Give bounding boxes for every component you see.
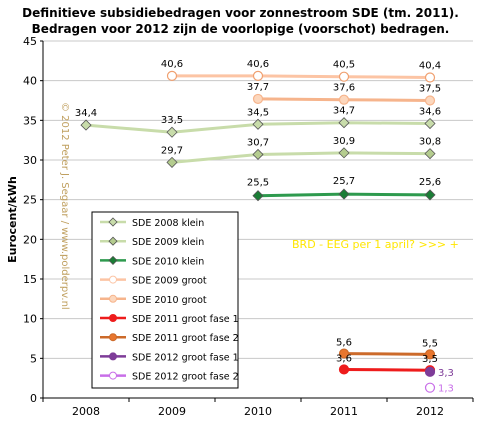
data-label: 37,5 — [419, 84, 441, 95]
y-tick-label: 25 — [23, 194, 37, 207]
series-line — [343, 352, 431, 356]
data-label: 37,7 — [247, 82, 269, 93]
data-label: 30,8 — [419, 137, 441, 148]
data-point — [338, 348, 350, 359]
x-tick-label: 2011 — [330, 405, 358, 418]
data-point — [338, 117, 350, 129]
chart-title: Definitieve subsidiebedragen voor zonnes… — [22, 6, 459, 20]
legend-swatch-marker — [109, 294, 117, 303]
legend-swatch-marker — [108, 255, 118, 265]
legend-swatch-marker — [108, 217, 118, 227]
data-label: 34,4 — [75, 108, 97, 119]
data-label: 25,5 — [247, 178, 269, 189]
data-point — [424, 95, 436, 106]
data-label: 40,6 — [247, 59, 269, 70]
legend-label: SDE 2012 groot fase 1 — [132, 352, 239, 363]
data-point — [166, 70, 178, 82]
watermark: © 2012 Peter J. Segaar / www.polderpv.nl — [59, 102, 70, 310]
data-point — [424, 117, 436, 130]
legend-label: SDE 2010 groot — [132, 295, 207, 306]
data-point — [252, 93, 264, 105]
data-label: 25,6 — [419, 177, 441, 188]
data-label: 3,3 — [438, 368, 454, 379]
data-label: 40,5 — [333, 60, 355, 71]
data-point — [80, 119, 92, 131]
legend-swatch-marker — [109, 371, 117, 380]
legend-label: SDE 2011 groot fase 1 — [132, 314, 239, 325]
legend-label: SDE 2010 klein — [132, 256, 204, 267]
series-line — [343, 367, 431, 372]
data-label: 34,6 — [419, 107, 441, 118]
data-point — [338, 188, 350, 200]
data-point — [424, 189, 436, 201]
data-point — [424, 148, 436, 160]
data-label: 29,7 — [161, 145, 183, 156]
data-point — [166, 156, 178, 168]
data-point — [424, 366, 436, 377]
legend-label: SDE 2008 klein — [132, 218, 204, 229]
data-label: 1,3 — [438, 384, 454, 395]
data-label: 3,6 — [336, 353, 352, 364]
y-tick-label: 40 — [23, 75, 37, 88]
data-point — [252, 118, 264, 130]
data-label: 5,5 — [422, 338, 438, 349]
data-label: 33,5 — [161, 115, 183, 126]
data-point — [252, 70, 264, 82]
legend-label: SDE 2009 klein — [132, 237, 204, 248]
y-tick-label: 5 — [30, 352, 37, 365]
chart-subtitle: Bedragen voor 2012 zijn de voorlopige (v… — [31, 22, 450, 36]
x-tick-label: 2012 — [416, 405, 444, 418]
legend-swatch-marker — [109, 352, 117, 361]
data-point — [424, 382, 436, 393]
y-tick-label: 30 — [23, 154, 37, 167]
legend-label: SDE 2011 groot fase 2 — [132, 333, 239, 344]
series-line — [172, 74, 431, 79]
x-tick-label: 2008 — [72, 405, 100, 418]
y-axis-label: Eurocent/kWh — [6, 176, 19, 263]
data-point — [166, 126, 178, 138]
x-tick-label: 2009 — [158, 405, 186, 418]
legend-swatch-marker — [109, 314, 117, 322]
data-label: 40,6 — [161, 59, 183, 70]
data-label: 3,5 — [422, 354, 438, 365]
legend-swatch-marker — [108, 236, 118, 246]
data-point — [338, 147, 350, 159]
y-tick-label: 15 — [23, 273, 37, 286]
y-tick-label: 35 — [23, 114, 37, 127]
data-label: 30,7 — [247, 137, 269, 148]
y-tick-label: 0 — [30, 392, 37, 405]
legend-label: SDE 2009 groot — [132, 276, 207, 287]
data-point — [252, 190, 264, 202]
data-point — [338, 94, 350, 105]
x-tick-label: 2010 — [244, 405, 272, 418]
data-label: 25,7 — [333, 176, 355, 187]
data-label: 40,4 — [419, 60, 441, 71]
legend-label: SDE 2012 groot fase 2 — [132, 372, 239, 383]
data-point — [252, 148, 264, 161]
y-tick-label: 45 — [23, 35, 37, 48]
series-line — [171, 151, 431, 164]
legend-swatch-marker — [109, 275, 117, 284]
data-point — [338, 71, 350, 82]
data-label: 5,6 — [336, 338, 352, 349]
data-point — [424, 72, 436, 83]
data-point — [338, 364, 350, 375]
data-label: 34,5 — [247, 107, 269, 118]
y-tick-label: 20 — [23, 233, 37, 246]
y-tick-label: 10 — [23, 313, 37, 326]
data-point — [424, 349, 436, 360]
data-label: 30,9 — [333, 136, 355, 147]
data-label: 37,6 — [333, 83, 355, 94]
legend-swatch-marker — [109, 333, 117, 342]
data-label: 34,7 — [333, 106, 355, 117]
chart-annotation: BRD - EEG per 1 april? >>> + — [292, 238, 459, 251]
